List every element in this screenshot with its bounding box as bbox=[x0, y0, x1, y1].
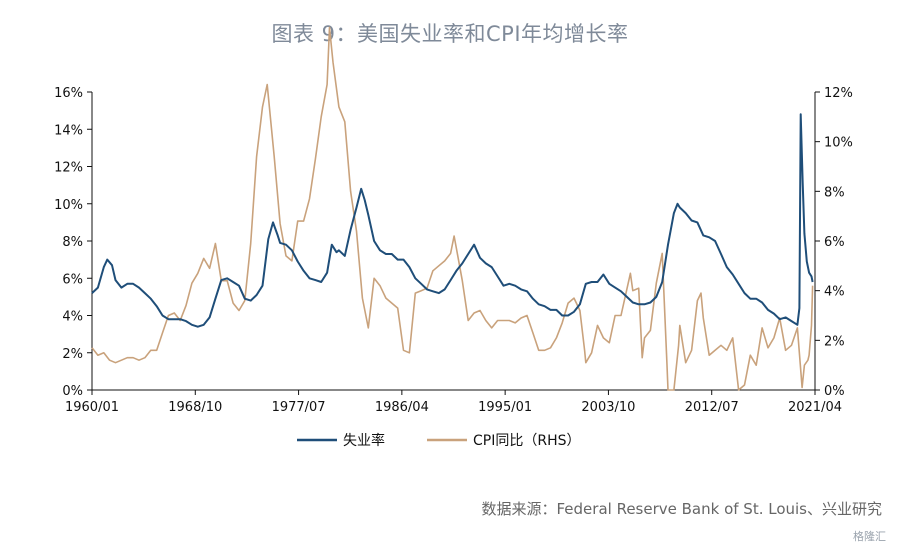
right-tick-label: 0% bbox=[824, 384, 845, 399]
x-tick-label: 1968/10 bbox=[168, 400, 222, 415]
right-tick-label: 8% bbox=[824, 185, 845, 200]
axes: 0% 2% 4% 6% 8% 10% 12% 14% 16% 0% 2% 4% 6% 8% 10% 12% 19… bbox=[54, 86, 853, 415]
legend: 失业率 CPI同比（RHS） bbox=[297, 432, 581, 449]
left-tick-label: 4% bbox=[62, 310, 83, 325]
left-tick-label: 12% bbox=[54, 161, 83, 176]
left-tick-label: 10% bbox=[54, 198, 83, 213]
left-tick-label: 0% bbox=[62, 384, 83, 399]
x-tick-label: 1995/01 bbox=[478, 400, 532, 415]
x-tick-label: 1986/04 bbox=[375, 400, 429, 415]
series-line-unemployment bbox=[91, 113, 814, 328]
right-tick-label: 12% bbox=[824, 86, 853, 101]
x-tick-label: 2003/10 bbox=[581, 400, 635, 415]
source-note: 数据来源：Federal Reserve Bank of St. Louis、兴… bbox=[481, 500, 882, 518]
legend-item-unemployment-label: 失业率 bbox=[343, 432, 385, 449]
left-tick-label: 16% bbox=[54, 86, 83, 101]
left-tick-label: 8% bbox=[62, 235, 83, 250]
legend-item-cpi-label: CPI同比（RHS） bbox=[473, 433, 581, 449]
right-tick-label: 2% bbox=[824, 334, 845, 349]
right-tick-label: 10% bbox=[824, 136, 853, 151]
left-tick-label: 6% bbox=[62, 272, 83, 287]
right-tick-label: 4% bbox=[824, 285, 845, 300]
x-tick-label: 1977/07 bbox=[272, 400, 326, 415]
x-tick-label: 2021/04 bbox=[788, 400, 842, 415]
watermark: 格隆汇 bbox=[853, 530, 886, 543]
x-tick-label: 1960/01 bbox=[65, 400, 119, 415]
left-tick-label: 2% bbox=[62, 347, 83, 362]
left-tick-label: 14% bbox=[54, 123, 83, 138]
x-tick-label: 2012/07 bbox=[685, 400, 739, 415]
series-line-cpi bbox=[91, 26, 814, 391]
right-tick-label: 6% bbox=[824, 235, 845, 250]
series-layer bbox=[91, 26, 814, 391]
